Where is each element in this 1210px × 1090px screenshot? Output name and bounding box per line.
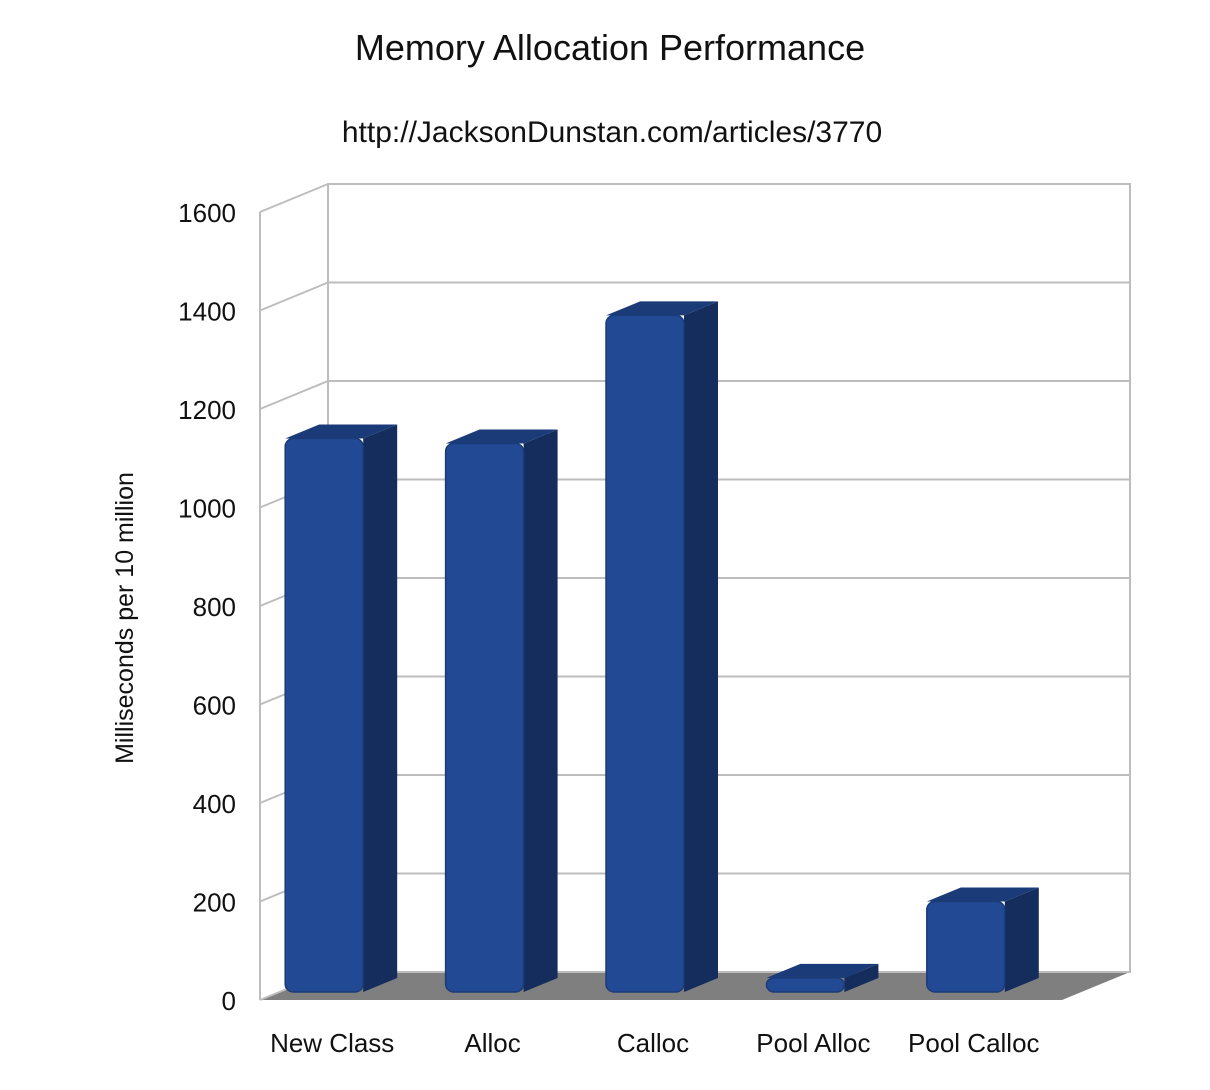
bar: [284, 437, 364, 993]
y-tick-label: 600: [193, 691, 236, 721]
y-tick-label: 1200: [178, 395, 236, 425]
bar: [926, 900, 1006, 993]
y-tick-label: 200: [193, 888, 236, 918]
gridline-side: [259, 281, 329, 312]
y-tick-label: 0: [222, 986, 236, 1016]
gridline-side: [259, 380, 329, 410]
y-tick-label: 1600: [178, 198, 236, 228]
y-tick-label: 800: [193, 592, 236, 622]
bar: [765, 977, 846, 993]
bar-top: [766, 963, 879, 978]
x-tick-label: Alloc: [464, 1028, 520, 1058]
y-axis-label: Milliseconds per 10 million: [111, 472, 139, 764]
bar-side: [844, 963, 879, 992]
bar-top: [606, 301, 718, 316]
chart-subtitle: http://JacksonDunstan.com/articles/3770: [342, 116, 882, 149]
x-tick-label: New Class: [270, 1028, 394, 1058]
bar-side: [684, 301, 718, 992]
gridline-side: [259, 183, 329, 213]
x-tick-label: Pool Alloc: [756, 1028, 870, 1058]
plot-area: 0 200 400 600 800 1000 1200 1400 1600 New Class Al…: [178, 183, 1131, 1058]
chart-title: Memory Allocation Performance: [355, 27, 865, 68]
x-tick-label: Pool Calloc: [908, 1028, 1040, 1058]
bar: [444, 442, 525, 993]
bar-side: [523, 429, 558, 993]
bar: [605, 314, 685, 993]
y-tick-label: 400: [193, 789, 236, 819]
bar-side: [363, 424, 398, 992]
bar-top: [926, 887, 1039, 902]
y-tick-label: 1000: [178, 494, 236, 524]
y-tick-label: 1400: [178, 297, 236, 327]
bar-side: [1004, 887, 1039, 992]
bar-top: [445, 429, 558, 444]
x-tick-label: Calloc: [617, 1028, 689, 1058]
bar-top: [285, 424, 398, 439]
